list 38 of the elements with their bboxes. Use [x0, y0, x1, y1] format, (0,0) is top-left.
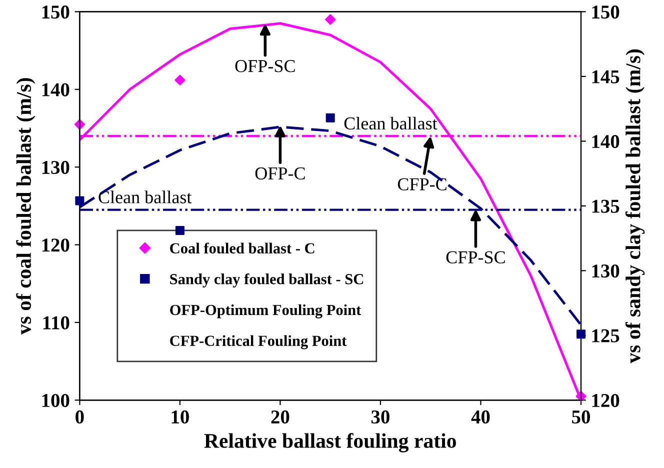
y-tick-label: 140	[42, 83, 70, 96]
point	[175, 226, 184, 236]
y-tick-label: 100	[42, 394, 70, 408]
y2-tick-label: 120	[592, 394, 620, 408]
ref-line-label: Clean ballast	[344, 116, 438, 130]
y2-tick-label: 135	[592, 200, 620, 213]
annotation: OFP-SC	[235, 60, 295, 72]
y2-tick-label: 140	[592, 134, 620, 148]
y2-axis-title: vs of sandy clay fouled ballast (m/s)	[625, 49, 645, 364]
point	[75, 196, 84, 206]
annotation: OFP-Optimum Fouling Point	[170, 304, 362, 318]
x-axis-title: Relative ballast fouling ratio	[204, 433, 456, 452]
y2-tick-label: 125	[592, 329, 620, 342]
x-tick-label: 10	[172, 410, 189, 424]
x-tick-label: 20	[271, 410, 290, 424]
legend-label: Sandy clay fouled ballast - SC	[170, 273, 364, 288]
point	[174, 74, 186, 86]
y-tick-label: 130	[42, 160, 70, 174]
y2-tick-label: 130	[592, 264, 620, 278]
x-tick-label: 50	[572, 410, 590, 424]
point	[576, 330, 586, 339]
x-tick-label: 30	[371, 410, 390, 424]
ref-line-label: Clean ballast	[98, 190, 192, 204]
x-tick-label: 0	[76, 410, 84, 424]
legend-label: Coal fouled ballast - C	[170, 242, 314, 254]
annotation: CFP-C	[398, 178, 446, 190]
point	[325, 14, 336, 25]
y2-tick-label: 145	[592, 70, 620, 84]
annotation: OFP-C	[255, 167, 305, 180]
x-tick-label: 40	[471, 410, 490, 424]
y-tick-label: 110	[43, 316, 70, 330]
annotation: CFP-Critical Fouling Point	[170, 335, 347, 350]
y-tick-label: 150	[42, 6, 70, 19]
y-axis-title: vs of coal fouled ballast (m/s)	[16, 78, 36, 335]
y2-tick-label: 150	[592, 6, 620, 19]
y-tick-label: 120	[42, 238, 70, 252]
annotation: CFP-SC	[446, 251, 505, 264]
point	[326, 113, 335, 122]
